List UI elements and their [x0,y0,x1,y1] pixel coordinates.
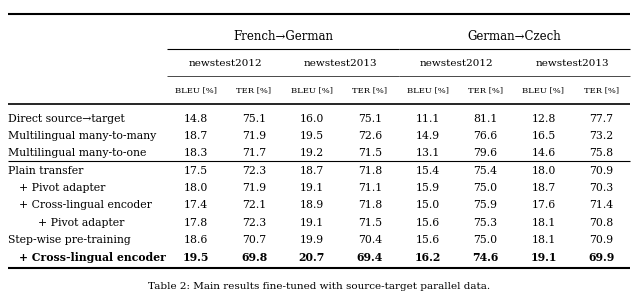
Text: + Pivot adapter: + Pivot adapter [31,218,124,228]
Text: 71.9: 71.9 [242,131,266,141]
Text: Multilingual many-to-many: Multilingual many-to-many [8,131,156,141]
Text: 75.0: 75.0 [473,235,498,245]
Text: 15.6: 15.6 [415,235,440,245]
Text: BLEU [%]: BLEU [%] [406,86,449,94]
Text: 16.2: 16.2 [415,252,441,263]
Text: 17.5: 17.5 [184,166,208,176]
Text: 75.8: 75.8 [590,148,614,158]
Text: French→German: French→German [233,29,333,43]
Text: 17.6: 17.6 [531,200,556,211]
Text: 70.4: 70.4 [358,235,382,245]
Text: 18.3: 18.3 [184,148,208,158]
Text: 17.8: 17.8 [184,218,208,228]
Text: 73.2: 73.2 [590,131,614,141]
Text: BLEU [%]: BLEU [%] [291,86,333,94]
Text: 19.5: 19.5 [183,252,209,263]
Text: Multilingual many-to-one: Multilingual many-to-one [8,148,146,158]
Text: 72.1: 72.1 [242,200,266,211]
Text: + Cross-lingual encoder: + Cross-lingual encoder [19,200,152,211]
Text: 19.1: 19.1 [300,183,324,193]
Text: 14.8: 14.8 [184,113,208,124]
Text: newstest2012: newstest2012 [420,58,493,68]
Text: TER [%]: TER [%] [352,86,387,94]
Text: 18.7: 18.7 [184,131,208,141]
Text: 71.9: 71.9 [242,183,266,193]
Text: 71.4: 71.4 [590,200,614,211]
Text: Table 2: Main results fine-tuned with source-target parallel data.: Table 2: Main results fine-tuned with so… [148,282,490,291]
Text: 71.5: 71.5 [358,148,382,158]
Text: 75.9: 75.9 [473,200,498,211]
Text: 12.8: 12.8 [531,113,556,124]
Text: 20.7: 20.7 [299,252,325,263]
Text: 75.1: 75.1 [242,113,266,124]
Text: 18.0: 18.0 [531,166,556,176]
Text: 11.1: 11.1 [415,113,440,124]
Text: 75.1: 75.1 [358,113,382,124]
Text: 19.5: 19.5 [300,131,324,141]
Text: 19.1: 19.1 [300,218,324,228]
Text: 70.3: 70.3 [590,183,614,193]
Text: 75.3: 75.3 [473,218,498,228]
Text: 71.5: 71.5 [358,218,382,228]
Text: 16.5: 16.5 [531,131,556,141]
Text: 70.8: 70.8 [590,218,614,228]
Text: 81.1: 81.1 [473,113,498,124]
Text: 74.6: 74.6 [472,252,499,263]
Text: BLEU [%]: BLEU [%] [523,86,565,94]
Text: 71.8: 71.8 [358,166,382,176]
Text: newstest2012: newstest2012 [188,58,262,68]
Text: 15.6: 15.6 [415,218,440,228]
Text: 18.7: 18.7 [300,166,324,176]
Text: 18.6: 18.6 [184,235,208,245]
Text: Direct source→target: Direct source→target [8,113,124,124]
Text: 17.4: 17.4 [184,200,208,211]
Text: + Cross-lingual encoder: + Cross-lingual encoder [19,252,166,263]
Text: TER [%]: TER [%] [468,86,503,94]
Text: 18.1: 18.1 [531,235,556,245]
Text: 72.6: 72.6 [358,131,382,141]
Text: 70.7: 70.7 [242,235,266,245]
Text: newstest2013: newstest2013 [304,58,378,68]
Text: TER [%]: TER [%] [584,86,619,94]
Text: 69.8: 69.8 [241,252,267,263]
Text: 14.9: 14.9 [415,131,440,141]
Text: 71.1: 71.1 [358,183,382,193]
Text: 19.9: 19.9 [300,235,324,245]
Text: 70.9: 70.9 [590,166,614,176]
Text: German→Czech: German→Czech [468,29,561,43]
Text: 18.1: 18.1 [531,218,556,228]
Text: 70.9: 70.9 [590,235,614,245]
Text: 13.1: 13.1 [415,148,440,158]
Text: 79.6: 79.6 [473,148,498,158]
Text: 19.1: 19.1 [530,252,557,263]
Text: Step-wise pre-training: Step-wise pre-training [8,235,130,245]
Text: 71.7: 71.7 [242,148,266,158]
Text: 19.2: 19.2 [300,148,324,158]
Text: 18.7: 18.7 [531,183,556,193]
Text: 15.0: 15.0 [415,200,440,211]
Text: 71.8: 71.8 [358,200,382,211]
Text: 15.9: 15.9 [415,183,440,193]
Text: 72.3: 72.3 [242,166,266,176]
Text: 77.7: 77.7 [590,113,613,124]
Text: BLEU [%]: BLEU [%] [175,86,217,94]
Text: 75.0: 75.0 [473,183,498,193]
Text: 14.6: 14.6 [531,148,556,158]
Text: + Pivot adapter: + Pivot adapter [19,183,105,193]
Text: 16.0: 16.0 [300,113,324,124]
Text: 18.0: 18.0 [184,183,208,193]
Text: 76.6: 76.6 [473,131,498,141]
Text: 18.9: 18.9 [300,200,324,211]
Text: 75.4: 75.4 [473,166,498,176]
Text: 15.4: 15.4 [415,166,440,176]
Text: TER [%]: TER [%] [237,86,272,94]
Text: Plain transfer: Plain transfer [8,166,83,176]
Text: 69.4: 69.4 [357,252,383,263]
Text: 72.3: 72.3 [242,218,266,228]
Text: newstest2013: newstest2013 [536,58,609,68]
Text: 69.9: 69.9 [588,252,614,263]
